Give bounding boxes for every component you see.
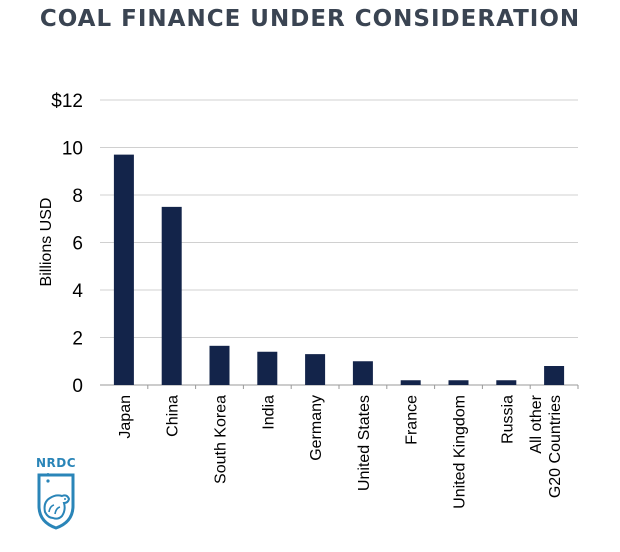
- x-tick-label: China: [165, 395, 182, 437]
- y-tick-label: $12: [51, 91, 83, 112]
- bar: [544, 366, 565, 385]
- y-tick-label: 6: [72, 234, 83, 255]
- y-tick-label: 0: [72, 376, 83, 397]
- logo-text: NRDC: [36, 456, 77, 470]
- y-tick-label: 10: [62, 139, 83, 160]
- x-tick-label: G20 Countries: [547, 395, 564, 498]
- bar: [161, 206, 182, 385]
- x-tick-label: Germany: [308, 395, 325, 461]
- y-axis-label: Billions USD: [38, 198, 55, 287]
- polar-bear-shield-icon: [37, 473, 75, 530]
- bar: [305, 354, 326, 385]
- bar: [113, 154, 134, 385]
- bar: [496, 380, 517, 385]
- bar: [352, 361, 373, 385]
- x-tick-label: France: [404, 395, 421, 445]
- bar: [257, 351, 278, 385]
- x-tick-label: United States: [356, 395, 373, 491]
- x-tick-label: India: [260, 395, 277, 430]
- x-tick-label: United Kingdom: [452, 395, 469, 509]
- x-tick-label: Japan: [117, 395, 134, 439]
- y-tick-label: 8: [72, 186, 83, 207]
- x-tick-label: All other: [528, 394, 545, 453]
- x-tick-label: South Korea: [213, 395, 230, 484]
- chart-title: COAL FINANCE UNDER CONSIDERATION: [39, 6, 581, 32]
- bar: [400, 380, 421, 385]
- bar: [209, 345, 230, 385]
- x-tick-label: Russia: [499, 395, 516, 444]
- nrdc-logo: NRDC: [36, 456, 102, 546]
- y-tick-label: 2: [72, 329, 83, 350]
- y-tick-label: 4: [72, 281, 83, 302]
- bar: [448, 380, 469, 385]
